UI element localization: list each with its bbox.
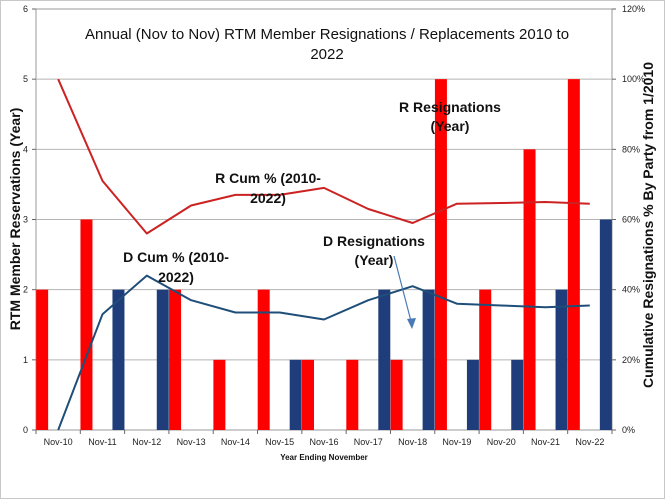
bar-r-resignations-year-nov-10 — [36, 289, 49, 430]
annotation-d-resignations-line-2: (Year) — [355, 252, 394, 268]
axis-ticks: 0 0%1 20%2 40%3 60%4 80%5 100%6 120%Nov-10 Nov-1… — [23, 4, 645, 447]
line-r-cum-2010-2022 — [57, 78, 590, 235]
y-right-tick-label: 20% — [622, 355, 640, 365]
y-right-tick-label: 120% — [622, 4, 645, 14]
y-left-tick-label: 5 — [23, 74, 28, 84]
chart-title-line-1: Annual (Nov to Nov) RTM Member Resignati… — [85, 26, 569, 43]
annotation-r-resignations-line-2: (Year) — [431, 118, 470, 134]
y-left-tick-label: 1 — [23, 355, 28, 365]
y-right-tick-label: 100% — [622, 74, 645, 84]
bar-r-resignations-year-nov-19 — [434, 79, 447, 431]
x-tick-label: Nov-14 — [221, 437, 250, 447]
y-axis-right-label: Cumulative Resignations % By Party from … — [640, 62, 656, 388]
bar-r-resignations-year-nov-17 — [346, 359, 359, 430]
y-right-tick-label: 60% — [622, 215, 640, 225]
y-left-tick-label: 0 — [23, 425, 28, 435]
x-tick-label: Nov-12 — [132, 437, 161, 447]
bar-d-resignations-year-nov-18 — [422, 289, 435, 430]
bar-r-resignations-year-nov-16 — [302, 359, 314, 430]
x-tick-label: Nov-15 — [265, 437, 294, 447]
bar-series — [36, 79, 612, 431]
x-tick-label: Nov-22 — [575, 437, 604, 447]
y-left-tick-label: 3 — [23, 215, 28, 225]
annotation-d-arrow-line — [393, 255, 413, 326]
x-tick-label: Nov-18 — [398, 437, 427, 447]
bar-r-resignations-year-nov-21 — [523, 149, 536, 431]
bar-d-resignations-year-nov-17 — [378, 289, 391, 430]
annotation-d-cum-line-2: 2022) — [158, 269, 194, 285]
y-left-tick-label: 4 — [23, 144, 28, 154]
annotation-r-cum-line-1: R Cum % (2010- — [215, 170, 321, 186]
chart-title-line-2: 2022 — [310, 46, 343, 63]
x-tick-label: Nov-13 — [177, 437, 206, 447]
y-right-tick-label: 0% — [622, 425, 635, 435]
bar-d-resignations-year-nov-15 — [289, 359, 302, 430]
x-tick-label: Nov-20 — [487, 437, 516, 447]
bar-d-resignations-year-nov-12 — [156, 289, 169, 430]
bar-d-resignations-year-nov-20 — [511, 359, 524, 430]
x-tick-label: Nov-21 — [531, 437, 560, 447]
y-left-tick-label: 6 — [23, 4, 28, 14]
y-right-tick-label: 40% — [622, 285, 640, 295]
annotation-d-cum-line-1: D Cum % (2010- — [123, 249, 229, 265]
bar-r-resignations-year-nov-15 — [257, 289, 270, 430]
x-axis-label: Year Ending November — [280, 453, 368, 462]
bar-r-resignations-year-nov-14 — [213, 359, 226, 430]
annotation-d-arrowhead — [407, 318, 416, 329]
y-right-tick-label: 80% — [622, 144, 640, 154]
x-tick-label: Nov-11 — [88, 437, 116, 447]
bar-r-resignations-year-nov-11 — [80, 219, 93, 430]
bar-d-resignations-year-nov-22 — [599, 219, 612, 430]
x-tick-label: Nov-17 — [354, 437, 383, 447]
bar-r-resignations-year-nov-22 — [567, 79, 580, 431]
annotation-r-resignations-line-1: R Resignations — [399, 99, 501, 115]
annotation-r-cum-line-2: 2022) — [250, 190, 286, 206]
x-tick-label: Nov-19 — [442, 437, 471, 447]
y-left-tick-label: 2 — [23, 285, 28, 295]
y-axis-left-label: RTM Member Reservations (Year) — [7, 108, 23, 331]
bar-r-resignations-year-nov-13 — [169, 289, 182, 430]
bar-d-resignations-year-nov-19 — [466, 359, 479, 430]
x-tick-label: Nov-10 — [44, 437, 73, 447]
line-series — [57, 78, 590, 431]
bar-r-resignations-year-nov-18 — [390, 359, 403, 430]
line-d-cum-2010-2022 — [57, 274, 590, 431]
bar-r-resignations-year-nov-20 — [479, 289, 492, 430]
annotation-d-resignations-line-1: D Resignations — [323, 233, 425, 249]
bar-d-resignations-year-nov-21 — [555, 289, 568, 430]
x-tick-label: Nov-16 — [309, 437, 338, 447]
bar-d-resignations-year-nov-11 — [112, 289, 125, 430]
